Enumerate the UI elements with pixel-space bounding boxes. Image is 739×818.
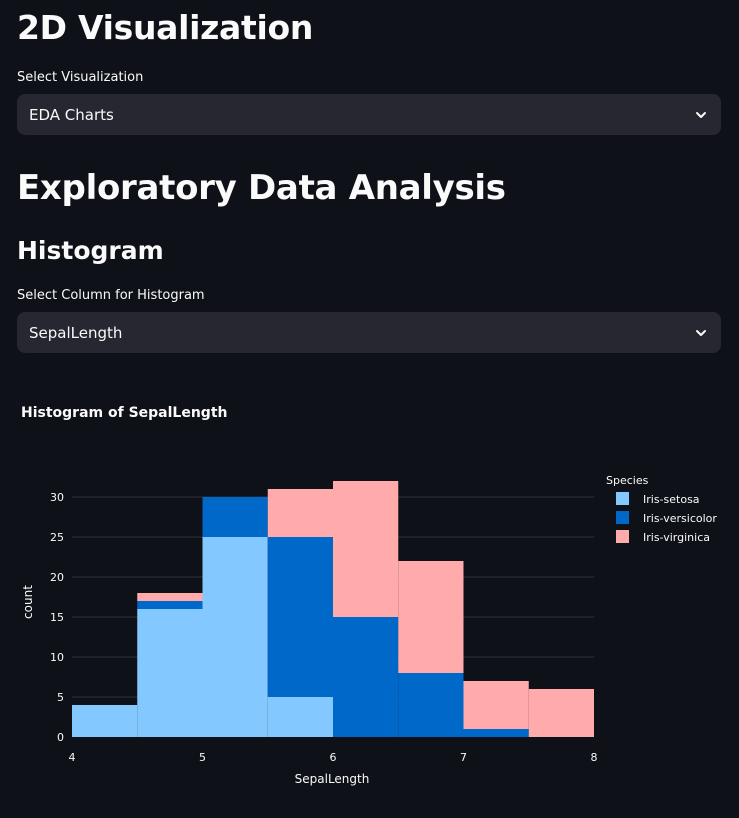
legend-item-label: Iris-setosa: [643, 493, 700, 506]
x-tick-label: 8: [591, 751, 598, 764]
section-title: Exploratory Data Analysis: [17, 168, 506, 208]
y-axis-label: count: [21, 585, 35, 619]
histogram-bar: [267, 489, 333, 537]
subsection-title: Histogram: [17, 236, 164, 265]
chevron-down-icon: [693, 107, 709, 123]
legend-swatch: [616, 511, 629, 524]
y-tick-label: 20: [50, 571, 64, 584]
chart-title: Histogram of SepalLength: [21, 405, 228, 421]
column-select-label: Select Column for Histogram: [17, 288, 205, 303]
histogram-bar: [267, 697, 333, 737]
y-tick-label: 15: [50, 611, 64, 624]
y-tick-label: 10: [50, 651, 64, 664]
page-title: 2D Visualization: [17, 8, 314, 47]
chart-axes: 0 5 10 15 20 25 30 4 5 6 7 8: [50, 491, 598, 764]
histogram-bar: [137, 593, 203, 601]
histogram-bar: [398, 561, 464, 673]
histogram-bar: [72, 705, 138, 737]
legend-swatch: [616, 530, 629, 543]
y-tick-label: 5: [57, 691, 64, 704]
histogram-bar: [202, 497, 268, 537]
histogram-bar: [398, 673, 464, 737]
legend-title: Species: [606, 474, 649, 487]
y-tick-label: 0: [57, 731, 64, 744]
histogram-bar: [333, 617, 399, 737]
y-tick-label: 25: [50, 531, 64, 544]
histogram-chart[interactable]: Histogram of SepalLength 0 5 10 15 20 25 30 4 5 6…: [0, 390, 739, 800]
histogram-bar: [267, 537, 333, 697]
chart-bars: [72, 481, 594, 737]
x-tick-label: 4: [69, 751, 76, 764]
y-tick-label: 30: [50, 491, 64, 504]
histogram-bar: [333, 481, 399, 617]
x-tick-label: 5: [199, 751, 206, 764]
x-axis-label: SepalLength: [295, 772, 370, 786]
histogram-bar: [528, 689, 594, 737]
visualization-select[interactable]: EDA Charts: [17, 94, 721, 135]
histogram-bar: [463, 681, 529, 729]
legend-item-label: Iris-virginica: [643, 531, 710, 544]
histogram-bar: [137, 609, 203, 737]
histogram-bar: [463, 729, 529, 737]
histogram-bar: [202, 537, 268, 737]
legend-swatch: [616, 492, 629, 505]
column-select[interactable]: SepalLength: [17, 312, 721, 353]
chevron-down-icon: [693, 325, 709, 341]
legend-item-label: Iris-versicolor: [643, 512, 717, 525]
x-tick-label: 6: [330, 751, 337, 764]
chart-legend: Species Iris-setosa Iris-versicolor Iris-v…: [606, 474, 717, 544]
viz-select-label: Select Visualization: [17, 70, 144, 85]
histogram-bar: [137, 601, 203, 609]
visualization-select-value: EDA Charts: [29, 105, 114, 124]
x-tick-label: 7: [460, 751, 467, 764]
column-select-value: SepalLength: [29, 323, 123, 342]
